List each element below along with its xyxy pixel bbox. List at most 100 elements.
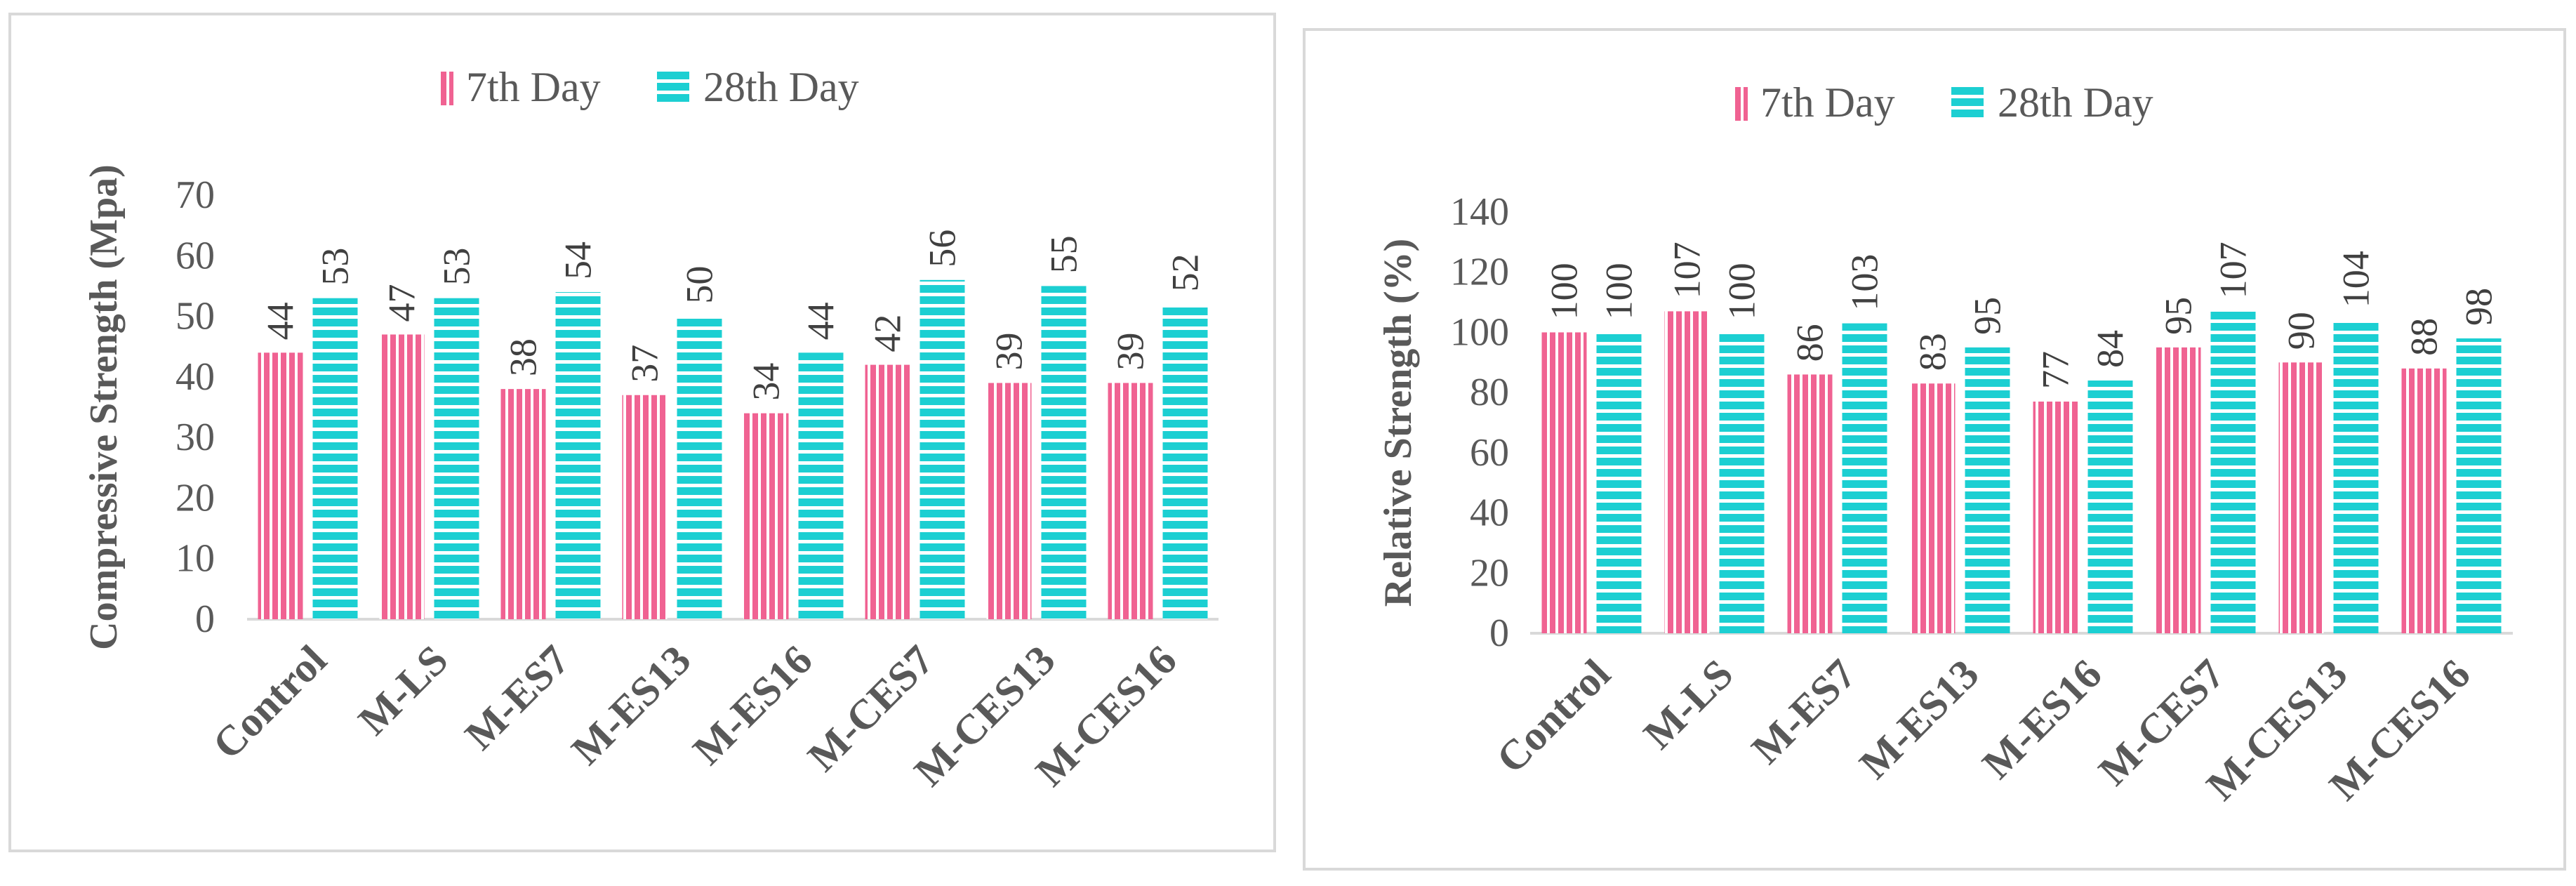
- x-category-label-m-es7: M-ES7: [456, 637, 578, 759]
- x-category-label-m-ls: M-LS: [350, 637, 457, 744]
- bar-m-ces13-28th-day: [2333, 320, 2379, 633]
- bar-m-ls-28th-day: [1719, 332, 1765, 633]
- data-label-m-ces16-7th-day: 88: [2403, 318, 2445, 356]
- bar-m-ls-28th-day: [434, 298, 479, 619]
- data-label-m-es13-7th-day: 83: [1912, 333, 1954, 371]
- legend-label-7th-day: 7th Day: [466, 64, 601, 110]
- data-label-m-es16-7th-day: 34: [745, 363, 788, 401]
- bar-control-7th-day: [1541, 332, 1587, 633]
- data-label-m-ces7-7th-day: 95: [2158, 297, 2200, 335]
- y-tick-label: 120: [1450, 251, 1509, 294]
- y-axis-ticks: 0 20 40 60 80 100 120 140: [1450, 190, 1509, 655]
- y-tick-label: 40: [1470, 491, 1509, 535]
- bar-m-es16-7th-day: [743, 413, 789, 619]
- bar-m-ces16-7th-day: [2401, 368, 2447, 633]
- y-tick-label: 100: [1450, 310, 1509, 354]
- bar-m-ls-7th-day: [1664, 311, 1710, 633]
- y-tick-label: 60: [175, 234, 215, 277]
- bar-m-ces7-7th-day: [865, 364, 910, 619]
- data-label-m-ces7-28th-day: 107: [2212, 242, 2255, 298]
- legend: 7th Day 28th Day: [1734, 79, 2153, 126]
- legend-label-7th-day: 7th Day: [1760, 79, 1895, 126]
- bar-m-es13-28th-day: [677, 316, 722, 619]
- legend-swatch-7th-day: [439, 72, 453, 105]
- y-tick-label: 30: [175, 416, 215, 459]
- bar-m-ls-7th-day: [379, 334, 425, 619]
- data-label-m-es7-28th-day: 54: [557, 242, 599, 279]
- data-label-m-es16-7th-day: 77: [2035, 351, 2077, 389]
- legend-swatch-28th-day: [1951, 87, 1984, 121]
- y-tick-label: 20: [175, 476, 215, 520]
- bar-m-es13-28th-day: [1965, 347, 2010, 633]
- data-label-m-es13-28th-day: 95: [1967, 297, 2009, 335]
- data-label-m-es13-7th-day: 37: [624, 345, 666, 383]
- data-label-control-28th-day: 100: [1598, 263, 1640, 319]
- x-category-label-m-es13: M-ES13: [1851, 651, 1988, 788]
- y-tick-label: 70: [175, 173, 215, 217]
- data-label-m-ls-7th-day: 47: [381, 284, 423, 322]
- data-label-m-ls-28th-day: 53: [436, 248, 478, 286]
- bar-m-ces7-7th-day: [2156, 347, 2201, 633]
- y-tick-label: 20: [1470, 551, 1509, 595]
- data-label-m-ces13-7th-day: 90: [2280, 312, 2323, 350]
- data-label-m-es16-28th-day: 84: [2090, 330, 2132, 368]
- bar-m-es7-7th-day: [500, 389, 546, 619]
- bar-m-ces7-28th-day: [2210, 311, 2256, 633]
- bar-m-ces16-28th-day: [1162, 304, 1208, 619]
- legend-label-28th-day: 28th Day: [703, 64, 859, 110]
- data-label-control-28th-day: 53: [314, 248, 357, 286]
- y-tick-label: 0: [1489, 611, 1509, 655]
- y-tick-label: 60: [1470, 431, 1509, 475]
- x-category-label-m-ls: M-LS: [1635, 651, 1742, 758]
- data-label-m-es13-28th-day: 50: [679, 266, 721, 304]
- y-tick-label: 10: [175, 537, 215, 581]
- y-axis-ticks: 0 10 20 30 40 50 60 70: [175, 173, 215, 641]
- data-label-m-es7-28th-day: 103: [1844, 254, 1886, 311]
- y-tick-label: 0: [195, 597, 215, 641]
- data-label-m-ces16-28th-day: 52: [1164, 253, 1207, 291]
- compressive-strength-chart: 7th Day 28th Day 0 10 20 30 40 50 60 70 Compressiv…: [82, 64, 1219, 795]
- chart-panel-relative: 7th Day 28th Day 0 20 40 60 80 100 120 140 Relativ…: [1303, 28, 2566, 871]
- legend: 7th Day 28th Day: [439, 64, 859, 110]
- y-tick-label: 50: [175, 295, 215, 338]
- data-label-m-ces13-28th-day: 104: [2335, 251, 2377, 308]
- relative-strength-chart: 7th Day 28th Day 0 20 40 60 80 100 120 140 Relativ…: [1376, 79, 2513, 809]
- y-tick-label: 80: [1470, 371, 1509, 414]
- legend-swatch-28th-day: [657, 72, 689, 105]
- data-label-m-ces13-7th-day: 39: [988, 332, 1030, 370]
- data-label-m-ces7-7th-day: 42: [867, 315, 909, 352]
- data-label-m-es16-28th-day: 44: [800, 302, 842, 340]
- data-label-m-ls-7th-day: 107: [1666, 242, 1708, 298]
- y-axis-label: Compressive Strength (Mpa): [82, 164, 126, 650]
- chart-panel-compressive: 7th Day 28th Day 0 10 20 30 40 50 60 70 Compressiv…: [8, 13, 1276, 852]
- x-category-label-m-es7: M-ES7: [1743, 651, 1865, 773]
- data-label-m-es7-7th-day: 38: [503, 338, 545, 376]
- bar-control-28th-day: [312, 298, 358, 619]
- y-axis-label: Relative Strength (%): [1376, 239, 1420, 607]
- legend-swatch-7th-day: [1734, 87, 1748, 121]
- bar-m-ces13-7th-day: [986, 383, 1032, 619]
- bar-m-ces16-7th-day: [1108, 383, 1153, 619]
- bar-control-28th-day: [1596, 332, 1642, 633]
- bar-control-7th-day: [258, 352, 303, 619]
- data-label-m-ces16-28th-day: 98: [2458, 288, 2500, 326]
- x-category-label-control: Control: [1487, 651, 1619, 782]
- data-label-m-ces16-7th-day: 39: [1110, 332, 1152, 370]
- x-category-label-control: Control: [204, 637, 335, 768]
- bar-m-es16-28th-day: [2087, 381, 2133, 633]
- legend-label-28th-day: 28th Day: [1998, 79, 2153, 126]
- bar-m-ces13-28th-day: [1041, 286, 1087, 619]
- x-category-label-m-es13: M-ES13: [563, 637, 700, 774]
- bar-m-es7-7th-day: [1787, 374, 1833, 633]
- x-category-label-m-es16: M-ES16: [684, 637, 821, 774]
- data-label-m-es7-7th-day: 86: [1789, 324, 1831, 362]
- data-label-control-7th-day: 100: [1543, 263, 1586, 319]
- bar-m-ces7-28th-day: [919, 279, 965, 619]
- bar-m-es16-7th-day: [2033, 402, 2078, 633]
- data-label-m-ces13-28th-day: 55: [1043, 235, 1085, 273]
- bar-m-ces16-28th-day: [2456, 338, 2502, 633]
- y-tick-label: 40: [175, 355, 215, 399]
- bar-m-es13-7th-day: [622, 395, 668, 619]
- y-tick-label: 140: [1450, 190, 1509, 234]
- data-label-m-ces7-28th-day: 56: [922, 230, 964, 267]
